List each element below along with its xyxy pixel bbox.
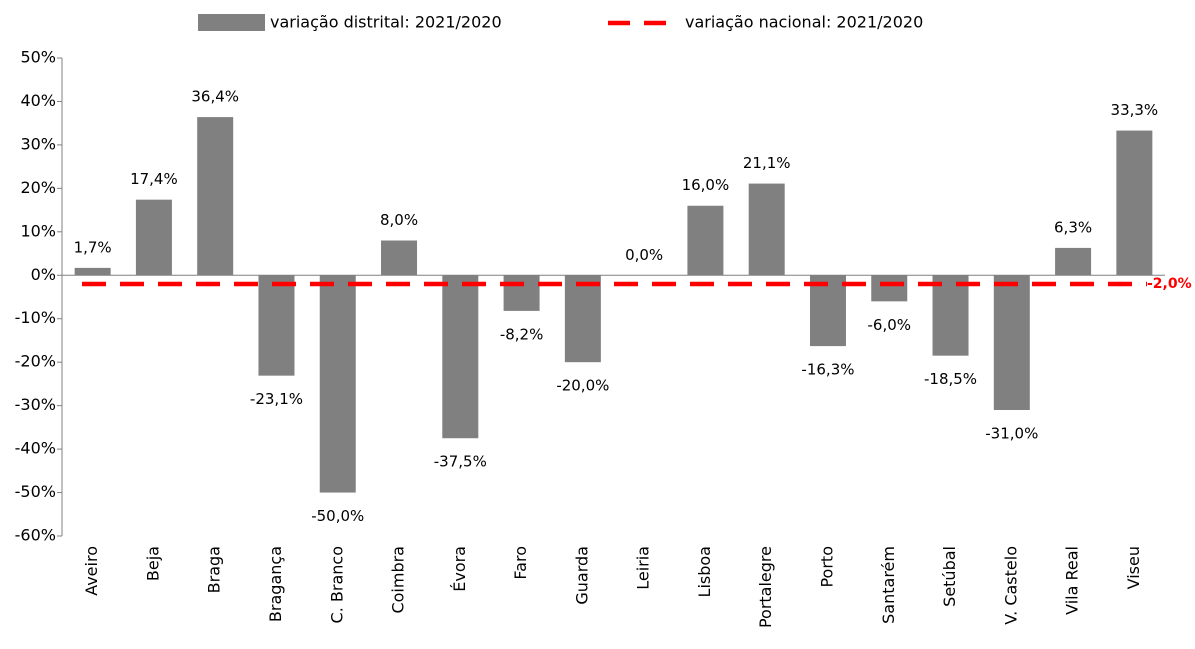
y-tick-label: 10% <box>20 221 56 240</box>
bar <box>503 275 540 311</box>
legend-label: variação distrital: 2021/2020 <box>270 13 502 32</box>
bar <box>993 275 1030 410</box>
value-label: 36,4% <box>191 88 239 106</box>
legend-label: variação nacional: 2021/2020 <box>685 13 923 32</box>
x-tick-label: Coimbra <box>389 546 408 614</box>
x-tick-label: Lisboa <box>695 546 714 597</box>
y-tick-label: 50% <box>20 48 56 67</box>
bar <box>258 275 295 376</box>
value-label: 1,7% <box>74 238 112 256</box>
value-label: 33,3% <box>1111 101 1159 119</box>
bar <box>687 205 724 276</box>
bar <box>197 117 234 276</box>
bar <box>442 275 479 439</box>
bar <box>1116 130 1153 276</box>
bar <box>871 275 908 302</box>
bar <box>135 199 172 276</box>
reference-label: -2,0% <box>1147 276 1192 292</box>
value-label: -20,0% <box>556 377 609 395</box>
y-tick-label: -40% <box>15 439 56 458</box>
value-label: 6,3% <box>1054 218 1092 236</box>
x-tick-label: Santarém <box>879 546 898 624</box>
bar <box>381 240 418 276</box>
bar <box>74 267 111 276</box>
x-tick-label: Braga <box>205 546 224 593</box>
x-tick-label: Beja <box>143 546 162 581</box>
legend-swatch <box>198 14 265 31</box>
y-tick-label: 0% <box>31 265 56 284</box>
value-label: -31,0% <box>985 424 1038 442</box>
y-tick-label: 30% <box>20 134 56 153</box>
bar <box>1055 247 1092 276</box>
bar <box>932 275 969 356</box>
y-tick-label: 20% <box>20 178 56 197</box>
y-tick-label: 40% <box>20 91 56 110</box>
value-label: -16,3% <box>801 361 854 379</box>
bar <box>809 275 846 347</box>
x-tick-label: Aveiro <box>82 546 101 596</box>
y-tick-label: -20% <box>15 352 56 371</box>
x-tick-label: Vila Real <box>1063 546 1082 615</box>
bar <box>319 275 356 493</box>
y-tick-label: -60% <box>15 526 56 545</box>
y-tick-label: -10% <box>15 308 56 327</box>
value-label: 0,0% <box>625 246 663 264</box>
value-label: -23,1% <box>250 390 303 408</box>
value-label: 8,0% <box>380 211 418 229</box>
value-label: -8,2% <box>500 325 544 343</box>
x-tick-label: Guarda <box>572 546 591 605</box>
x-tick-label: Faro <box>511 546 530 580</box>
value-label: 17,4% <box>130 170 178 188</box>
x-tick-label: Bragança <box>266 546 285 622</box>
bar <box>564 275 601 363</box>
value-label: -50,0% <box>311 507 364 525</box>
value-label: -18,5% <box>924 370 977 388</box>
x-tick-label: Viseu <box>1124 546 1143 589</box>
y-tick-label: -30% <box>15 395 56 414</box>
value-label: -6,0% <box>867 316 911 334</box>
x-tick-label: Setúbal <box>940 546 959 607</box>
y-tick-label: -50% <box>15 482 56 501</box>
x-tick-label: V. Castelo <box>1001 546 1020 625</box>
bar <box>748 183 785 276</box>
x-tick-label: C. Branco <box>327 546 346 623</box>
x-tick-label: Portalegre <box>756 546 775 628</box>
x-tick-label: Leiria <box>634 546 653 590</box>
value-label: 21,1% <box>743 154 791 172</box>
x-tick-label: Évora <box>450 546 469 592</box>
value-label: 16,0% <box>682 176 730 194</box>
x-tick-label: Porto <box>817 546 836 588</box>
value-label: -37,5% <box>434 453 487 471</box>
